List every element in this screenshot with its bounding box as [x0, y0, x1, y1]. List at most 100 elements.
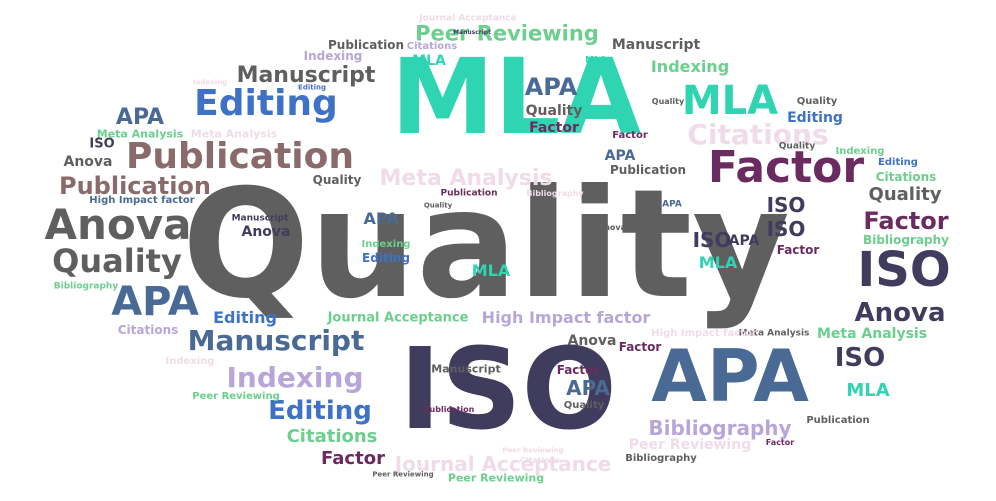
word: Editing: [194, 83, 338, 124]
word: ISO: [399, 325, 617, 455]
word: APA: [662, 199, 682, 210]
word: Indexing: [361, 239, 411, 250]
word: ISO: [766, 217, 806, 241]
word: Quality: [312, 173, 362, 187]
word: Publication: [423, 405, 475, 414]
word: Bibliography: [625, 453, 697, 464]
word: Quality: [796, 96, 838, 107]
word: Quality: [525, 103, 583, 119]
word: Peer Reviewing: [192, 391, 280, 402]
word: Editing: [878, 157, 918, 168]
word: Quality: [182, 158, 790, 332]
word: Factor: [765, 438, 795, 447]
word: Journal Acceptance: [327, 310, 469, 326]
word: Quality: [52, 242, 182, 280]
word: Citations: [519, 456, 561, 465]
word: High Impact factor: [89, 195, 195, 206]
word: High Impact factor: [481, 308, 651, 327]
word: Citations: [117, 323, 179, 337]
word: Bibliography: [863, 233, 949, 247]
word: Factor: [776, 243, 820, 257]
word: Editing: [213, 308, 277, 327]
word: Citations: [687, 118, 829, 151]
word: Editing: [268, 396, 372, 426]
word: Manuscript: [236, 63, 376, 88]
word: Bibliography: [53, 281, 119, 292]
word: APA: [566, 376, 610, 400]
word: Anova: [63, 154, 113, 170]
word: Factor: [321, 448, 385, 469]
word: MLA: [471, 261, 511, 280]
word: Quality: [778, 141, 816, 152]
word: APA: [728, 233, 760, 249]
word: High Impact factor: [651, 328, 757, 339]
word: Factor: [618, 340, 662, 354]
word: Journal Acceptance: [419, 13, 517, 24]
word: Citations: [875, 170, 937, 184]
word: ISO: [692, 228, 732, 252]
word: ISO: [857, 242, 951, 298]
word: MLA: [412, 53, 446, 69]
word: Anova: [567, 333, 617, 349]
word: ISO: [89, 136, 115, 152]
word: Peer Reviewing: [372, 470, 434, 479]
word: Publication: [58, 172, 212, 200]
word: APA: [524, 73, 578, 101]
word: Indexing: [192, 78, 228, 87]
word: Manuscript: [431, 362, 501, 376]
word: Editing: [787, 110, 843, 126]
word: Indexing: [226, 361, 364, 394]
word: Anova: [598, 223, 626, 232]
word: Factor: [556, 363, 600, 377]
word: Factor: [612, 130, 648, 141]
word: Meta Analysis: [816, 326, 928, 342]
word: APA: [363, 209, 399, 228]
word: APA: [111, 279, 199, 325]
word: Publication: [806, 415, 870, 426]
word: Indexing: [303, 49, 363, 63]
word: Meta Analysis: [738, 328, 810, 339]
word: Indexing: [165, 356, 215, 367]
word: Factor: [529, 120, 579, 136]
word: Publication: [440, 188, 498, 199]
word: Quality: [423, 201, 453, 210]
word: Publication: [609, 163, 687, 177]
word: Meta Analysis: [190, 127, 278, 141]
word: Publication: [125, 136, 355, 177]
word: Factor: [863, 207, 949, 235]
word: Bibliography: [526, 189, 584, 198]
word: APA: [604, 148, 636, 164]
word: Manuscript: [231, 213, 289, 224]
word: Peer Reviewing: [415, 21, 599, 46]
word: ISO: [834, 343, 886, 373]
word: Citations: [406, 41, 458, 52]
word: APA: [115, 105, 165, 130]
word: MLA: [585, 55, 607, 66]
word: Quality: [651, 97, 685, 106]
word: Peer Reviewing: [628, 437, 752, 453]
word: Manuscript: [611, 37, 701, 53]
word: Meta Analysis: [96, 127, 184, 141]
word: Anova: [44, 200, 192, 249]
word: ISO: [766, 193, 806, 217]
word: Journal Acceptance: [394, 452, 612, 476]
word: Indexing: [650, 57, 730, 76]
word: Editing: [362, 251, 410, 265]
word: Bibliography: [648, 416, 792, 440]
word: Publication: [327, 38, 405, 52]
word: Meta Analysis: [379, 166, 553, 191]
word: Peer Reviewing: [502, 446, 564, 455]
word: Manuscript: [453, 29, 491, 36]
word: Anova: [241, 224, 291, 240]
word: Anova: [854, 298, 946, 328]
word: MLA: [681, 78, 779, 124]
word: APA: [651, 334, 809, 418]
word: Citations: [286, 426, 378, 447]
word: Indexing: [835, 146, 885, 157]
word: Quality: [868, 184, 942, 205]
word: MLA: [846, 380, 890, 401]
word: MLA: [390, 36, 642, 158]
word: Quality: [563, 400, 605, 411]
word: MLA: [698, 253, 738, 272]
